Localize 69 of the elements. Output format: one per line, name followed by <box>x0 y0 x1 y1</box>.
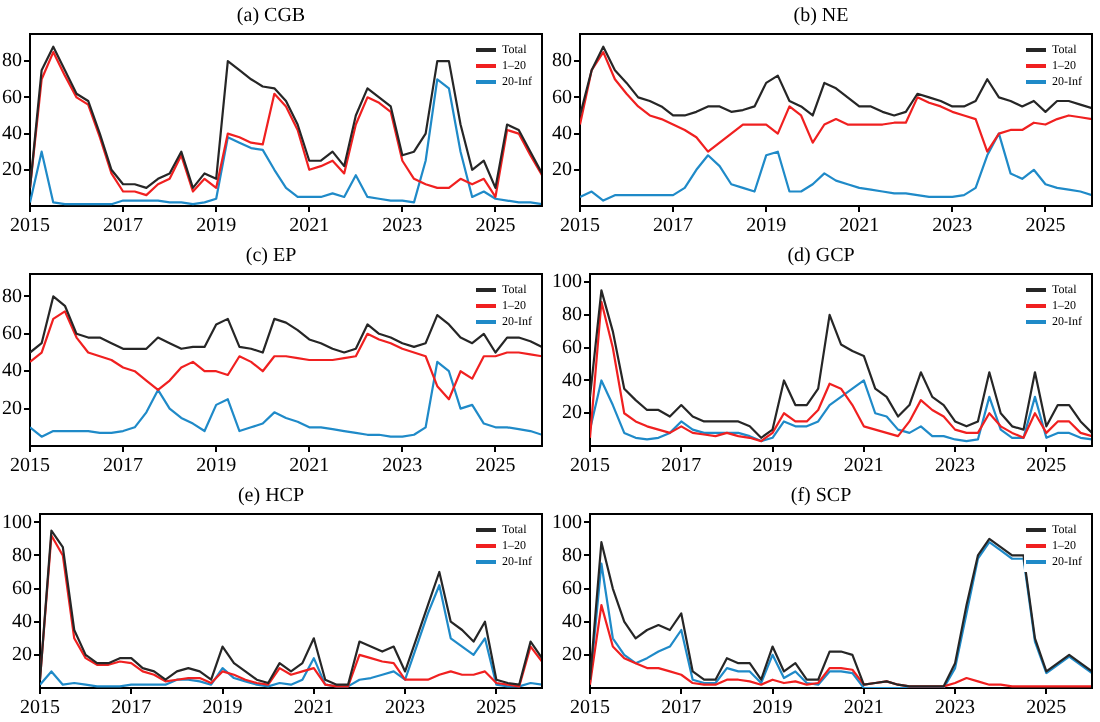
y-tick-label: 40 <box>562 610 582 633</box>
y-tick-label: 80 <box>2 50 22 73</box>
x-tick-label: 2019 <box>746 215 787 238</box>
chart-title: (b) NE <box>793 5 849 28</box>
x-tick-label: 2017 <box>103 455 144 478</box>
x-tick-label: 2015 <box>570 455 610 478</box>
x-tick-label: 2025 <box>475 215 516 238</box>
y-tick-label: 60 <box>552 86 572 109</box>
y-tick-label: 80 <box>562 304 582 327</box>
x-tick-label: 2021 <box>289 215 330 238</box>
x-tick-label: 2023 <box>932 215 973 238</box>
x-tick-label: 2019 <box>752 697 793 720</box>
y-tick-label: 80 <box>12 544 32 567</box>
y-tick-label: 20 <box>562 644 582 667</box>
x-tick-label: 2015 <box>10 215 50 238</box>
x-tick-label: 2019 <box>752 455 793 478</box>
y-tick-label: 40 <box>2 122 22 145</box>
x-tick-label: 2021 <box>839 215 880 238</box>
y-tick-label: 60 <box>562 336 582 359</box>
y-tick-label: 60 <box>562 577 582 600</box>
x-tick-label: 2017 <box>661 455 702 478</box>
chart-title: (a) CGB <box>236 5 306 28</box>
y-tick-label: 40 <box>562 369 582 392</box>
y-tick-label: 100 <box>552 271 582 294</box>
x-tick-label: 2017 <box>661 697 702 720</box>
x-tick-label: 2025 <box>1025 215 1066 238</box>
y-tick-label: 80 <box>562 544 582 567</box>
x-tick-label: 2023 <box>382 215 423 238</box>
y-tick-label: 80 <box>552 50 572 73</box>
x-tick-label: 2023 <box>382 455 423 478</box>
x-tick-label: 2019 <box>196 215 237 238</box>
y-tick-label: 60 <box>12 577 32 600</box>
y-tick-label: 20 <box>552 159 572 182</box>
x-tick-label: 2021 <box>293 697 334 720</box>
x-tick-label: 2021 <box>289 455 330 478</box>
x-tick-label: 2023 <box>385 697 426 720</box>
x-tick-label: 2017 <box>653 215 694 238</box>
y-tick-label: 20 <box>2 397 22 420</box>
y-tick-label: 40 <box>12 610 32 633</box>
chart-title: (e) HCP <box>237 485 305 508</box>
y-tick-label: 60 <box>2 323 22 346</box>
y-tick-label: 20 <box>2 159 22 182</box>
x-tick-label: 2015 <box>20 697 60 720</box>
x-tick-label: 2025 <box>475 455 516 478</box>
y-tick-label: 20 <box>12 644 32 667</box>
y-tick-label: 40 <box>552 122 572 145</box>
y-tick-label: 80 <box>2 285 22 308</box>
chart-title: (c) EP <box>245 245 298 268</box>
x-tick-label: 2017 <box>103 215 144 238</box>
x-tick-label: 2021 <box>843 455 884 478</box>
y-tick-label: 60 <box>2 86 22 109</box>
x-tick-label: 2015 <box>570 697 610 720</box>
x-tick-label: 2025 <box>476 697 517 720</box>
x-tick-label: 2025 <box>1026 455 1067 478</box>
x-tick-label: 2025 <box>1026 697 1067 720</box>
x-tick-label: 2015 <box>10 455 50 478</box>
chart-title: (d) GCP <box>787 245 856 268</box>
x-tick-label: 2023 <box>935 455 976 478</box>
x-tick-label: 2017 <box>111 697 152 720</box>
x-tick-label: 2015 <box>560 215 600 238</box>
y-tick-label: 40 <box>2 360 22 383</box>
x-tick-label: 2023 <box>935 697 976 720</box>
y-tick-label: 100 <box>2 511 32 534</box>
x-tick-label: 2021 <box>843 697 884 720</box>
x-tick-label: 2019 <box>202 697 243 720</box>
x-tick-label: 2019 <box>196 455 237 478</box>
chart-title: (f) SCP <box>790 485 853 508</box>
y-tick-label: 20 <box>562 402 582 425</box>
y-tick-label: 100 <box>552 511 582 534</box>
